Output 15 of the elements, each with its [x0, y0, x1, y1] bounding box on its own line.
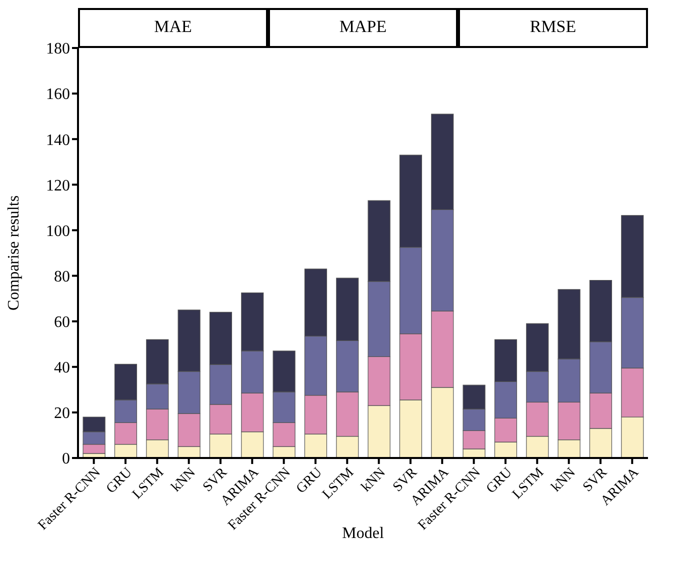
y-tick-label: 40	[54, 360, 70, 377]
y-tick-label: 160	[46, 86, 70, 104]
y-tick-label: 80	[54, 268, 70, 286]
chart-title: RMSE	[458, 8, 648, 48]
y-tick-label: 140	[46, 132, 70, 149]
y-tick-label: 0	[62, 450, 70, 468]
y-tick-label: 180	[46, 40, 70, 58]
chart-title: MAPE	[268, 8, 458, 48]
x-axis-title: Model	[342, 525, 384, 542]
chart-title: MAE	[78, 8, 268, 48]
y-tick-label: 60	[54, 314, 70, 332]
y-axis-title: Comparise results	[6, 195, 23, 311]
y-tick-label: 20	[54, 405, 70, 422]
y-tick-label: 100	[46, 222, 70, 240]
y-tick-label: 120	[46, 177, 70, 194]
